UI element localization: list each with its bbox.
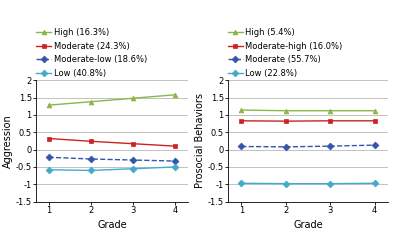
Y-axis label: Prosocial Behaviors: Prosocial Behaviors (195, 94, 205, 188)
X-axis label: Grade: Grade (97, 220, 127, 230)
Legend: High (16.3%), Moderate (24.3%), Moderate-low (18.6%), Low (40.8%): High (16.3%), Moderate (24.3%), Moderate… (36, 28, 147, 78)
Y-axis label: Aggression: Aggression (3, 114, 13, 168)
Legend: High (5.4%), Moderate-high (16.0%), Moderate (55.7%), Low (22.8%): High (5.4%), Moderate-high (16.0%), Mode… (228, 28, 343, 78)
X-axis label: Grade: Grade (293, 220, 323, 230)
